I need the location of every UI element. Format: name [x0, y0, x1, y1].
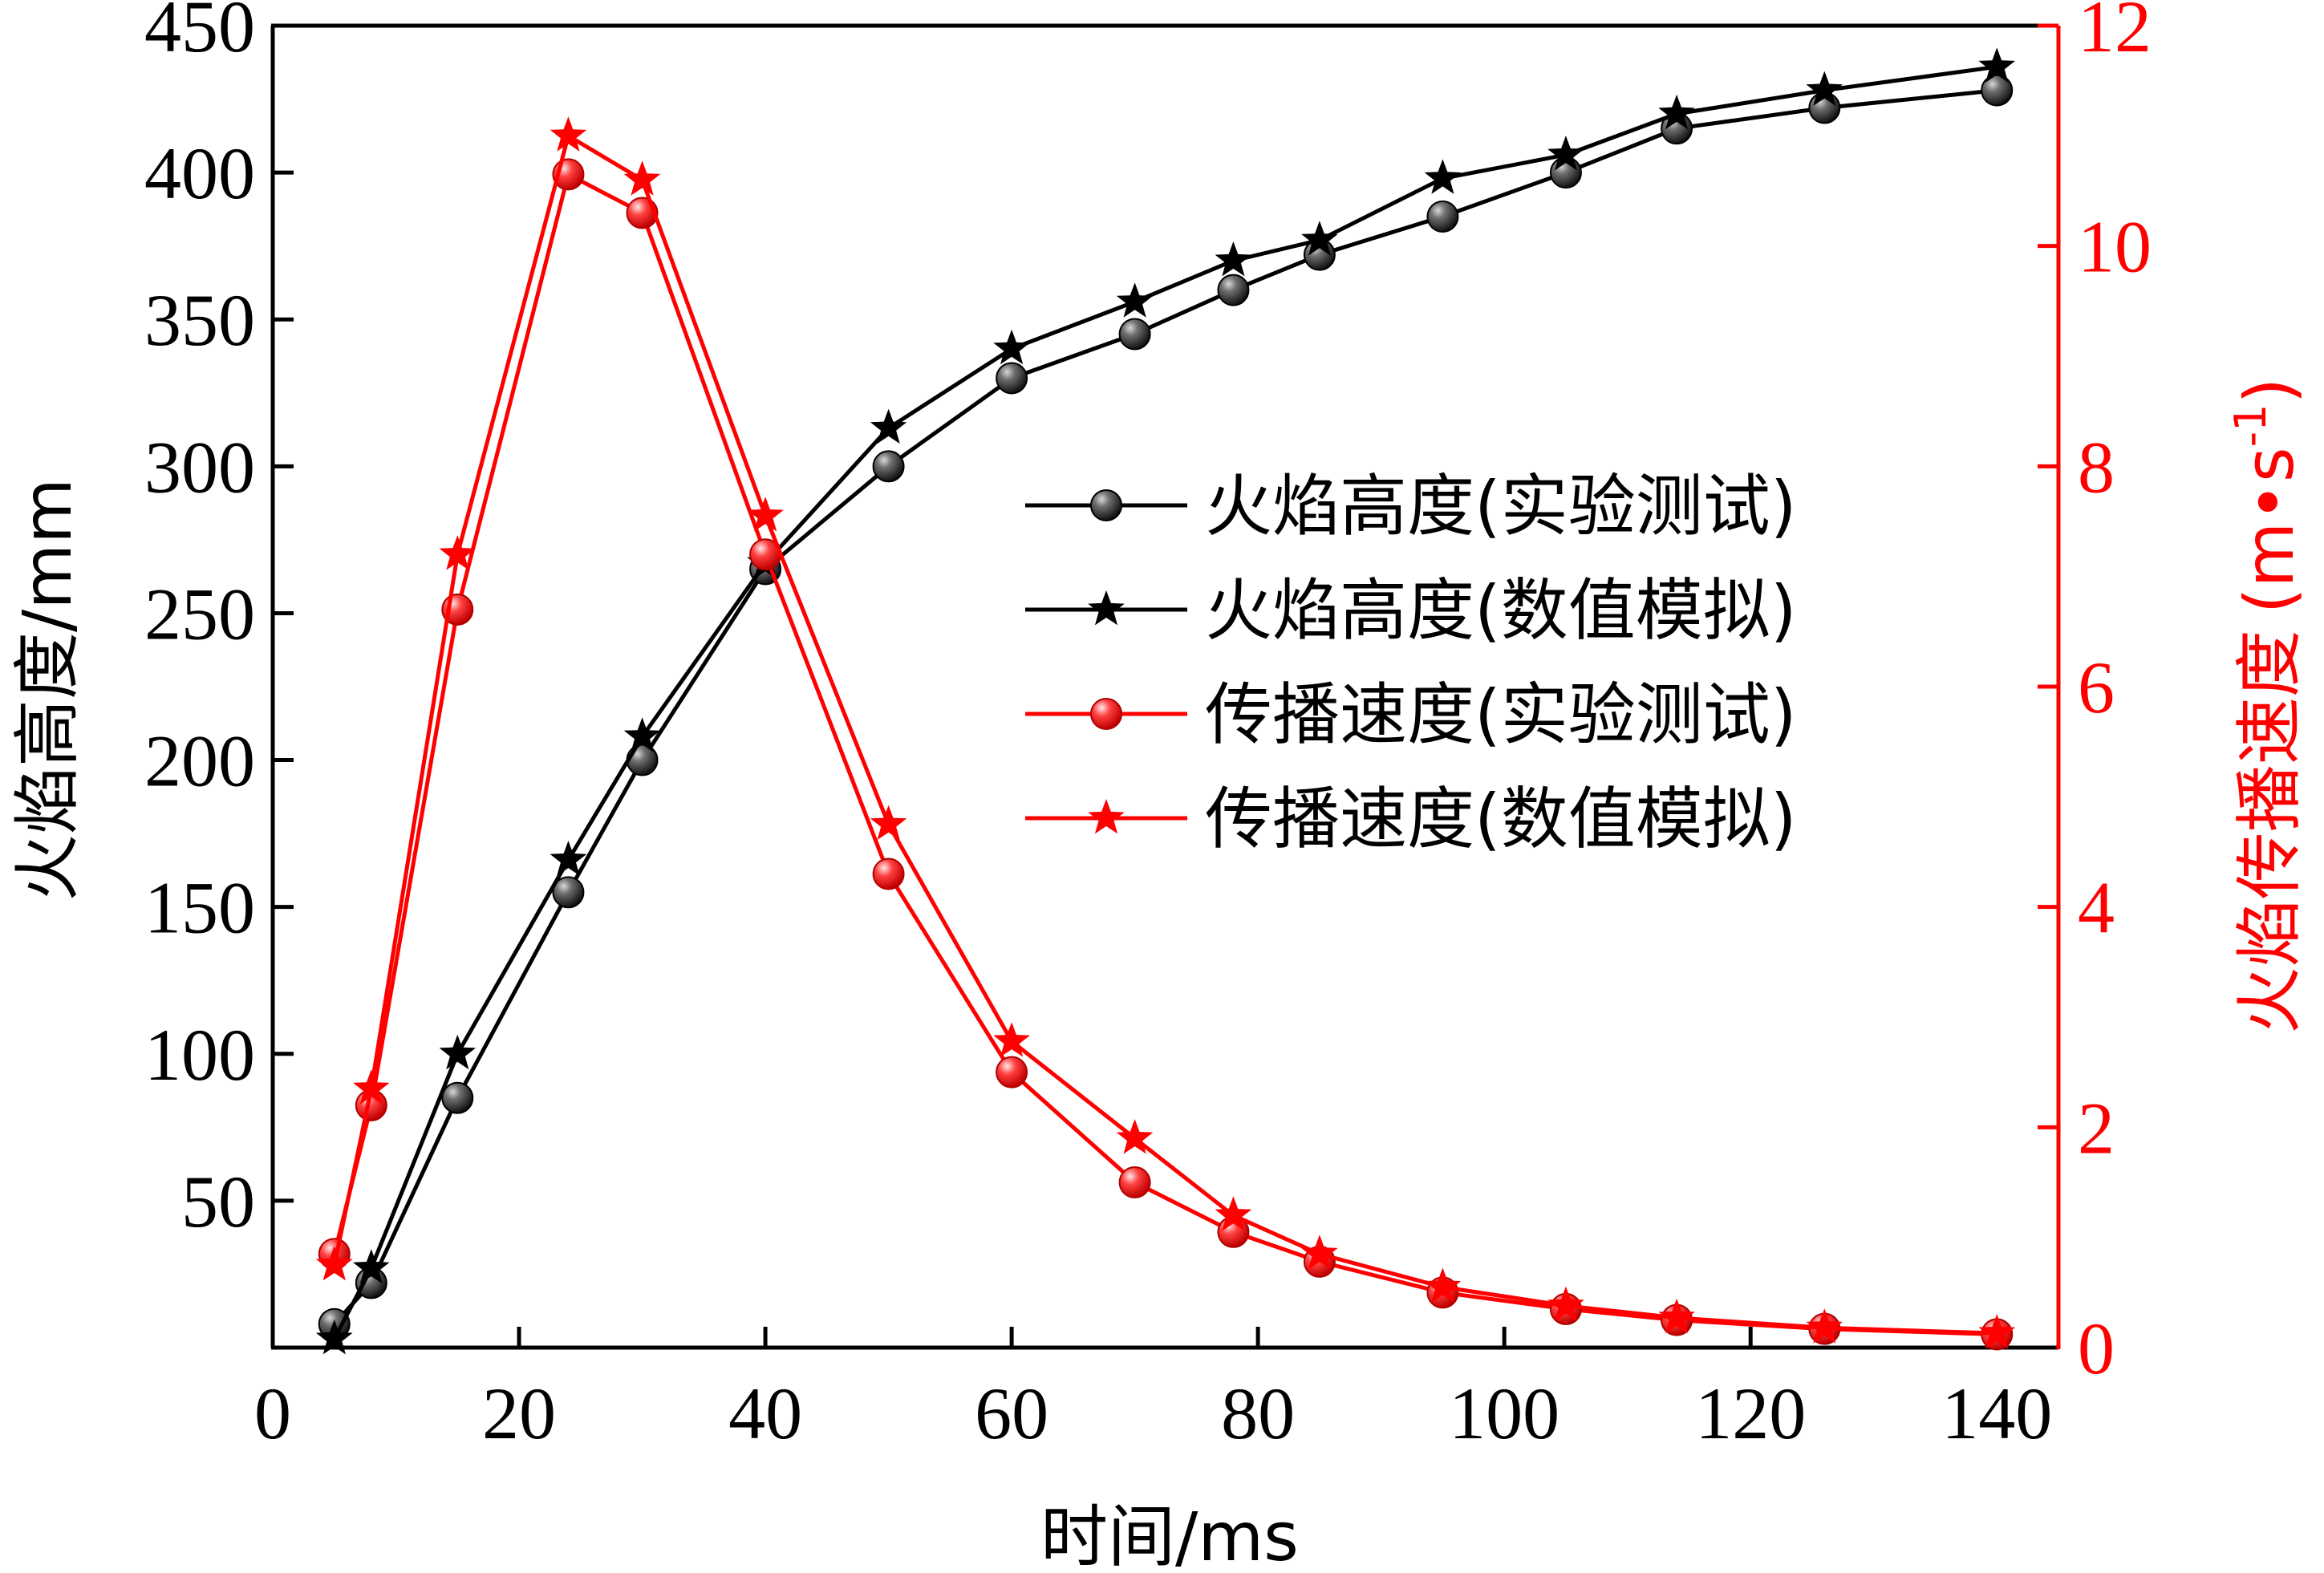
data-point [996, 362, 1028, 395]
legend-item-2: 火焰高度(数值模拟) [1025, 571, 1797, 650]
series-line [332, 64, 1998, 1340]
legend-marker [1090, 489, 1122, 521]
x-tick-label: 40 [728, 1372, 802, 1454]
data-point [439, 535, 477, 570]
x-tick-label: 80 [1221, 1372, 1295, 1454]
x-tick-label: 140 [1941, 1372, 2052, 1454]
legend-marker [1088, 799, 1125, 834]
y-left-tick-label: 450 [144, 0, 255, 67]
y-left-tick-label: 100 [144, 1014, 255, 1096]
series-4 [315, 116, 2016, 1349]
legend-item-4: 传播速度(数值模拟) [1025, 780, 1797, 858]
data-point [353, 1249, 390, 1284]
data-point [1301, 1234, 1338, 1270]
y-axis-left-title: 火焰高度/mm [8, 478, 87, 902]
data-point [441, 1081, 474, 1114]
x-axis-title: 时间/ms [1040, 1498, 1299, 1573]
y-right-tick-label: 8 [2078, 426, 2115, 508]
data-point [1215, 1196, 1252, 1231]
y-right-tick-label: 4 [2078, 867, 2115, 949]
x-tick-label: 20 [482, 1372, 556, 1454]
data-point [1116, 282, 1154, 318]
data-point [1978, 1314, 2016, 1349]
data-point [623, 160, 661, 196]
legend-item-3: 传播速度(实验测试) [1025, 675, 1797, 754]
data-point [870, 408, 907, 444]
data-point [315, 1246, 353, 1281]
y-left-tick-label: 250 [144, 573, 255, 655]
y-left-tick-label: 200 [144, 720, 255, 802]
y-left-tick-label: 400 [144, 132, 255, 214]
data-point [1118, 1166, 1151, 1198]
data-point [872, 857, 905, 890]
data-point [626, 744, 659, 776]
x-tick-label: 0 [254, 1372, 291, 1454]
data-point [623, 717, 661, 752]
y-right-tick-label: 12 [2078, 0, 2152, 67]
y-left-tick-label: 350 [144, 279, 255, 361]
data-point [1116, 1119, 1154, 1154]
data-point [550, 116, 587, 152]
data-point [1806, 71, 1843, 106]
data-point [1547, 136, 1584, 171]
data-point [872, 450, 905, 483]
data-point [1978, 47, 2016, 83]
legend-label: 火焰高度(实验测试) [1205, 467, 1797, 545]
data-point [552, 876, 585, 909]
data-point [1426, 201, 1459, 233]
data-point [1547, 1286, 1584, 1322]
data-point [1981, 74, 2014, 107]
y-right-tick-label: 2 [2078, 1087, 2115, 1169]
data-point [1658, 1298, 1695, 1334]
data-point [1118, 318, 1151, 351]
data-point [1658, 94, 1695, 130]
y-axis-right-title-close: ) [2230, 378, 2309, 404]
x-tick-label: 60 [975, 1372, 1048, 1454]
series-line [332, 88, 1998, 1326]
data-point [1215, 241, 1252, 277]
y-axis-right-title-exponent: -1 [2225, 404, 2276, 448]
plot-area [315, 47, 2016, 1355]
y-left-tick-label: 300 [144, 426, 255, 508]
y-right-tick-label: 6 [2078, 647, 2115, 728]
legend: 火焰高度(实验测试) 火焰高度(数值模拟) 传播速度(实验测试) 传播速度(数值模拟) [1025, 467, 1797, 858]
data-point [993, 1022, 1030, 1057]
series-line [332, 172, 1998, 1336]
y-left-tick-label: 50 [181, 1161, 255, 1243]
series-line [332, 133, 1998, 1336]
data-point [550, 841, 587, 876]
data-point [315, 1320, 353, 1355]
axes: 0 20 40 60 80 100 120 1405010015020025030035040… [144, 0, 2152, 1454]
series-3 [318, 158, 2014, 1351]
legend-label: 传播速度(数值模拟) [1205, 780, 1797, 858]
y-right-tick-label: 10 [2078, 206, 2152, 288]
data-point [993, 329, 1030, 365]
data-point [996, 1056, 1028, 1089]
x-tick-label: 120 [1695, 1372, 1806, 1454]
data-point [747, 497, 784, 532]
y-axis-right-title-main: 火焰传播速度 [2230, 630, 2309, 1034]
y-axis-right-title-unit: (m•s [2230, 447, 2309, 614]
data-point [1301, 221, 1338, 256]
data-point [1424, 1267, 1462, 1303]
legend-label: 火焰高度(数值模拟) [1205, 571, 1797, 650]
data-point [353, 1069, 390, 1105]
y-right-tick-label: 0 [2078, 1307, 2115, 1389]
x-tick-label: 100 [1449, 1372, 1559, 1454]
legend-marker [1088, 590, 1125, 626]
legend-label: 传播速度(实验测试) [1205, 675, 1797, 754]
data-point [439, 1034, 477, 1070]
legend-item-1: 火焰高度(实验测试) [1025, 467, 1797, 545]
y-left-tick-label: 150 [144, 867, 255, 949]
data-point [1806, 1308, 1843, 1344]
data-point [1217, 274, 1250, 306]
data-point [870, 805, 907, 841]
legend-marker [1090, 698, 1122, 730]
data-point [1424, 159, 1462, 194]
y-axis-right-title: 火焰传播速度 (m•s-1) [2225, 378, 2309, 1035]
